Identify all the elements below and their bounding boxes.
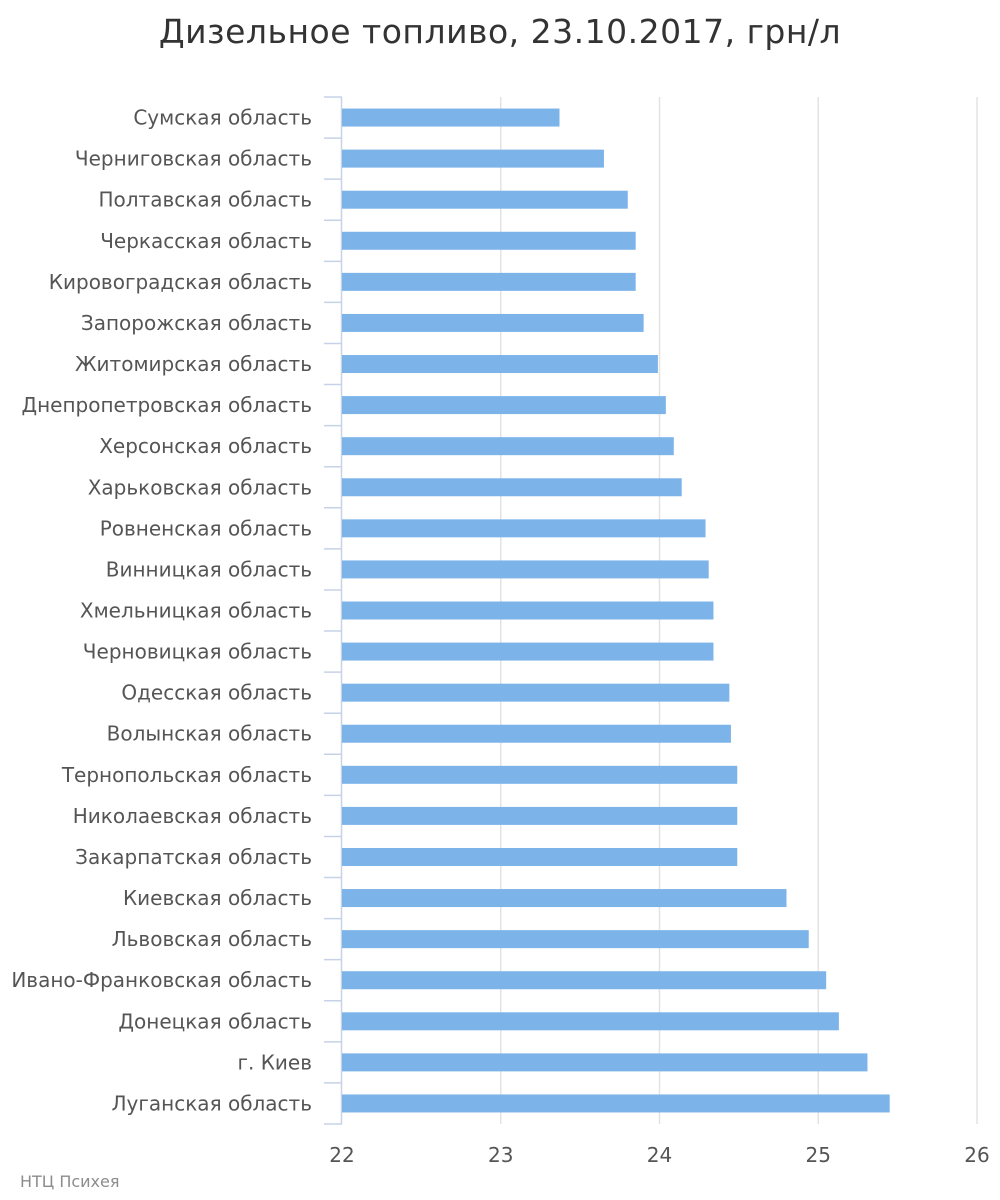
category-label: Киевская область: [123, 886, 312, 910]
category-label: Ивано-Франковская область: [11, 968, 312, 992]
x-tick-label: 26: [964, 1143, 989, 1167]
category-label: Тернопольская область: [61, 763, 312, 787]
category-label: Одесская область: [121, 681, 312, 705]
bar: [342, 560, 709, 579]
x-tick-label: 24: [647, 1143, 672, 1167]
category-label: Волынская область: [107, 722, 312, 746]
category-label: Запорожская область: [81, 311, 312, 335]
bar: [342, 313, 644, 332]
bar: [342, 1012, 839, 1031]
bar: [342, 149, 604, 168]
bar: [342, 231, 636, 250]
bar: [342, 108, 560, 127]
category-label: Ровненская область: [100, 516, 312, 540]
chart-title: Дизельное топливо, 23.10.2017, грн/л: [158, 12, 842, 51]
bar: [342, 1053, 868, 1072]
bar: [342, 847, 738, 866]
category-label: Луганская область: [112, 1091, 312, 1115]
category-label: Черкасская область: [100, 229, 312, 253]
bar: [342, 724, 731, 743]
category-label: Харьковская область: [88, 475, 312, 499]
bar: [342, 478, 682, 497]
x-tick-label: 23: [488, 1143, 513, 1167]
bar: [342, 683, 730, 702]
bar: [342, 806, 738, 825]
bar: [342, 396, 666, 415]
category-label: Полтавская область: [98, 188, 312, 212]
category-label: г. Киев: [237, 1050, 312, 1074]
category-label: Львовская область: [112, 927, 312, 951]
bar: [342, 437, 674, 456]
bar: [342, 1094, 890, 1113]
category-label: Николаевская область: [73, 804, 312, 828]
bar: [342, 889, 787, 908]
category-label: Хмельницкая область: [80, 599, 312, 623]
category-label: Херсонская область: [99, 434, 312, 458]
x-tick-label: 22: [329, 1143, 354, 1167]
bar: [342, 355, 658, 374]
bar: [342, 601, 714, 620]
category-label: Сумская область: [133, 106, 312, 130]
category-label: Кировоградская область: [49, 270, 312, 294]
bar: [342, 765, 738, 784]
category-label: Винницкая область: [106, 557, 312, 581]
x-tick-label: 25: [806, 1143, 831, 1167]
bar: [342, 519, 706, 538]
category-label: Черновицкая область: [83, 640, 312, 664]
bar: [342, 642, 714, 661]
bar: [342, 930, 809, 949]
category-label: Закарпатская область: [75, 845, 312, 869]
category-label: Черниговская область: [75, 147, 312, 171]
source-label: НТЦ Психея: [20, 1172, 120, 1191]
category-label: Житомирская область: [75, 352, 312, 376]
bar: [342, 190, 628, 209]
category-label: Днепропетровская область: [21, 393, 312, 417]
bar: [342, 971, 827, 990]
category-label: Донецкая область: [118, 1009, 312, 1033]
bar: [342, 272, 636, 291]
